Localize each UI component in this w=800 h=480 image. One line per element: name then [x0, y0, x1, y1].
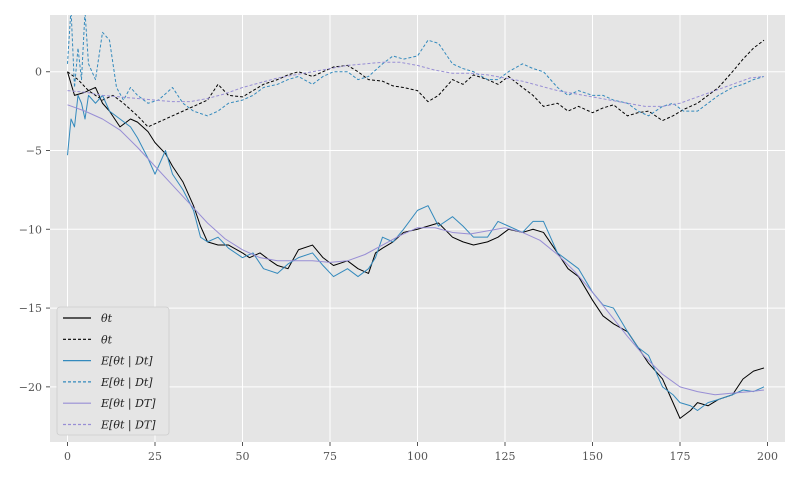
y-tick-label: −5 — [26, 145, 42, 158]
legend-label: E[θt | DT] — [100, 397, 156, 411]
y-axis-ticks: 0 −5 −10 −15 −20 — [19, 66, 50, 394]
legend-label: E[θt | Dt] — [100, 376, 153, 390]
x-tick-label: 25 — [148, 450, 162, 463]
series-lines — [67, 15, 765, 419]
legend-label: E[θt | DT] — [100, 419, 156, 433]
legend-box — [56, 306, 170, 436]
y-tick-label: 0 — [35, 66, 42, 79]
legend: θt θt E[θt | Dt] E[θt | Dt] E[θt | DT] E[θt |… — [56, 306, 170, 436]
series-line-6 — [67, 61, 765, 107]
x-tick-label: 0 — [64, 450, 71, 463]
x-tick-label: 50 — [236, 450, 250, 463]
series-line-3 — [67, 94, 765, 411]
x-tick-label: 75 — [323, 450, 337, 463]
x-tick-label: 100 — [407, 450, 428, 463]
series-line-4 — [67, 15, 765, 117]
x-tick-label: 150 — [582, 450, 603, 463]
legend-label: θt — [101, 312, 113, 325]
y-tick-label: −20 — [19, 381, 42, 394]
series-line-5 — [67, 104, 765, 396]
legend-label: E[θt | Dt] — [100, 355, 153, 369]
x-tick-label: 175 — [670, 450, 691, 463]
x-tick-label: 125 — [495, 450, 516, 463]
x-axis-ticks: 0 25 50 75 100 125 150 175 200 — [64, 442, 778, 463]
y-tick-label: −10 — [19, 223, 42, 236]
x-tick-label: 200 — [757, 450, 778, 463]
grid-lines — [50, 15, 785, 442]
series-line-2 — [67, 39, 765, 128]
y-tick-label: −15 — [19, 302, 42, 315]
legend-label: θt — [101, 333, 113, 346]
